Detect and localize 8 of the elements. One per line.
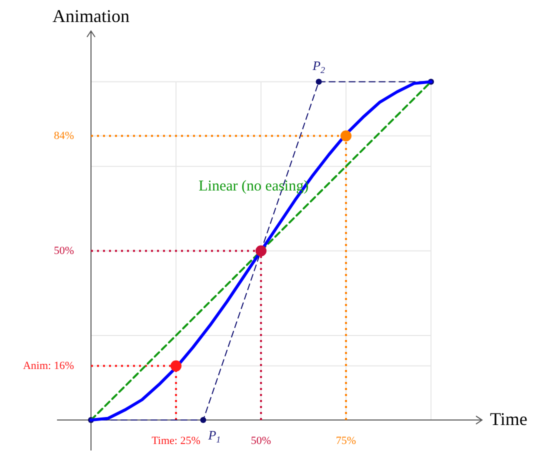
x-tick-label: 50% <box>250 434 272 447</box>
y-tick-label: 84% <box>54 130 74 142</box>
x-tick-label: 75% <box>336 434 356 447</box>
x-axis-title: Time <box>490 408 528 429</box>
y-tick-label: 50% <box>54 244 74 257</box>
y-tick-label: Anim: 16% <box>22 360 74 372</box>
y-axis-title: Animation <box>52 6 130 26</box>
x-tick-label: Time: 25% <box>152 434 200 447</box>
